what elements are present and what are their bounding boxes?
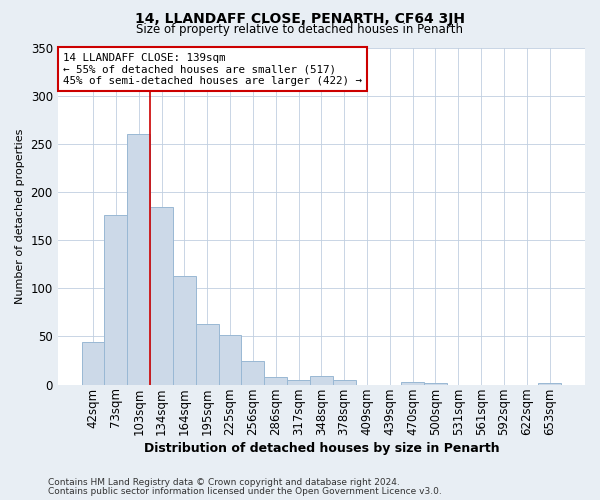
Text: Contains public sector information licensed under the Open Government Licence v3: Contains public sector information licen… [48, 487, 442, 496]
Bar [173, 276, 196, 384]
Bar [424, 382, 447, 384]
Bar [104, 215, 127, 384]
Bar [127, 134, 150, 384]
Bar [310, 376, 333, 384]
Bar [218, 334, 241, 384]
Text: 14, LLANDAFF CLOSE, PENARTH, CF64 3JH: 14, LLANDAFF CLOSE, PENARTH, CF64 3JH [135, 12, 465, 26]
Text: Size of property relative to detached houses in Penarth: Size of property relative to detached ho… [137, 22, 464, 36]
Bar [401, 382, 424, 384]
Y-axis label: Number of detached properties: Number of detached properties [15, 128, 25, 304]
Bar [196, 324, 218, 384]
X-axis label: Distribution of detached houses by size in Penarth: Distribution of detached houses by size … [143, 442, 499, 455]
Bar [241, 360, 264, 384]
Text: 14 LLANDAFF CLOSE: 139sqm
← 55% of detached houses are smaller (517)
45% of semi: 14 LLANDAFF CLOSE: 139sqm ← 55% of detac… [63, 52, 362, 86]
Bar [82, 342, 104, 384]
Bar [264, 377, 287, 384]
Bar [150, 208, 173, 384]
Bar [538, 382, 561, 384]
Bar [333, 380, 356, 384]
Bar [287, 380, 310, 384]
Text: Contains HM Land Registry data © Crown copyright and database right 2024.: Contains HM Land Registry data © Crown c… [48, 478, 400, 487]
